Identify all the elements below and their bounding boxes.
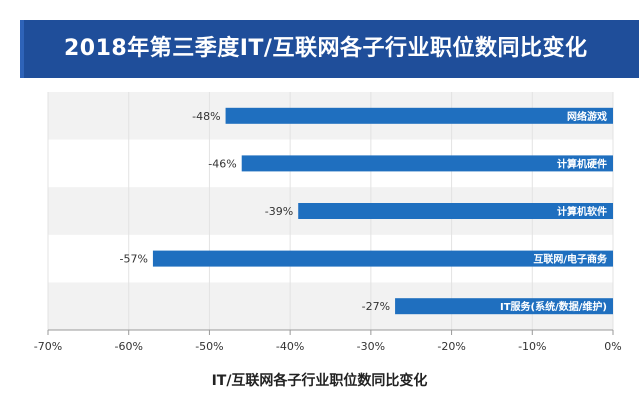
bar	[241, 155, 613, 172]
chart-title: 2018年第三季度IT/互联网各子行业职位数同比变化	[64, 36, 588, 61]
bar-category-label: 计算机软件	[557, 205, 607, 218]
x-tick-label: -60%	[115, 340, 143, 353]
bar	[298, 203, 613, 219]
title-banner: 2018年第三季度IT/互联网各子行业职位数同比变化	[24, 20, 639, 78]
bar-value-label: -46%	[208, 157, 236, 170]
bar-value-label: -27%	[362, 300, 390, 313]
x-tick-label: -30%	[357, 340, 385, 353]
bar	[225, 107, 614, 124]
bar	[152, 250, 613, 267]
bar-value-label: -48%	[192, 110, 220, 123]
bar-category-label: 计算机硬件	[557, 157, 607, 170]
bar-value-label: -57%	[120, 253, 148, 266]
bar	[395, 298, 613, 315]
x-tick-label: -10%	[518, 340, 546, 353]
x-tick-label: -20%	[437, 340, 465, 353]
bar-value-label: -39%	[265, 205, 293, 218]
x-tick-label: -50%	[195, 340, 223, 353]
x-tick-label: -70%	[34, 340, 62, 353]
bar-category-label: 互联网/电子商务	[533, 253, 608, 266]
x-axis-title: IT/互联网各子行业职位数同比变化	[211, 373, 428, 389]
x-tick-label: -40%	[276, 340, 304, 353]
bar-category-label: IT服务(系统/数据/维护)	[500, 300, 607, 313]
x-tick-label: 0%	[604, 340, 621, 353]
bar-category-label: 网络游戏	[567, 110, 607, 123]
